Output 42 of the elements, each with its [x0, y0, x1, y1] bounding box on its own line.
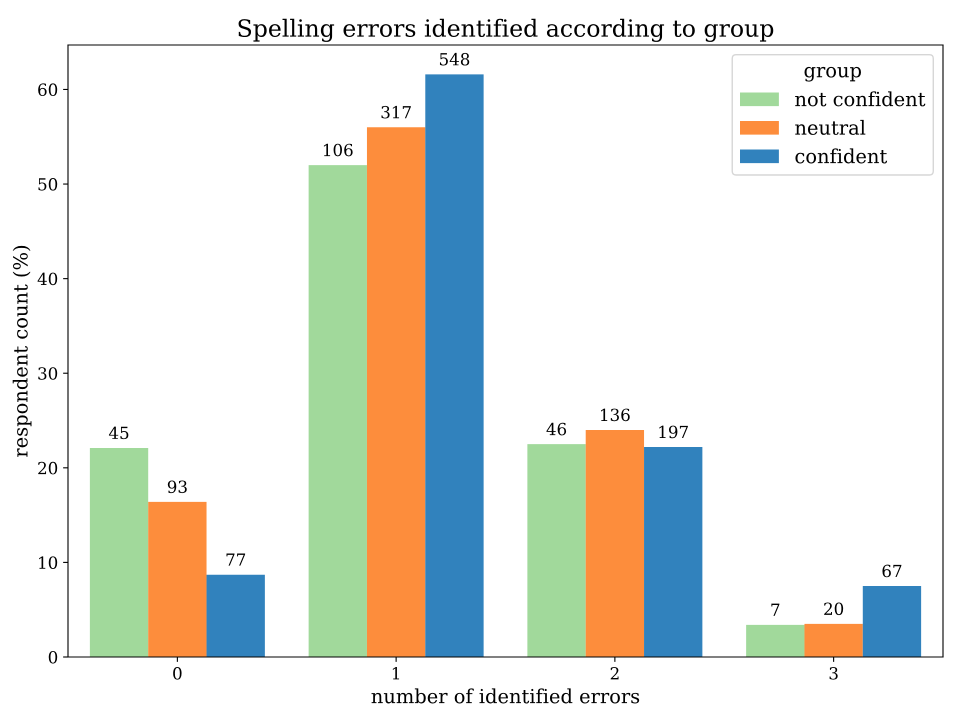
legend-label: not confident: [795, 91, 926, 106]
bar: [90, 448, 148, 657]
annotation: 7: [771, 604, 780, 616]
legend-label: confident: [795, 148, 888, 164]
y-tick-label: 10: [39, 556, 58, 569]
annotation: 46: [546, 422, 566, 436]
annotation: 20: [824, 602, 844, 616]
bar: [206, 574, 265, 657]
x-tick-label: 0: [173, 667, 182, 680]
annotation: 77: [226, 554, 246, 566]
annotation: 197: [659, 426, 688, 438]
bar: [425, 74, 484, 657]
chart-title: Spelling errors identified according to group: [238, 18, 774, 42]
annotation: 548: [440, 52, 470, 66]
y-tick-label: 60: [38, 83, 58, 96]
bar: [308, 165, 367, 657]
y-tick-label: 0: [48, 650, 58, 664]
annotation: 93: [168, 480, 187, 494]
y-tick-label: 20: [38, 462, 58, 474]
annotation: 106: [324, 144, 353, 156]
x-tick-label: 2: [610, 667, 619, 680]
y-tick-label: 30: [38, 367, 58, 380]
bar: [366, 127, 426, 657]
bar: [804, 624, 863, 657]
annotation: 45: [108, 426, 128, 440]
annotation: 136: [601, 408, 630, 422]
y-axis-title: respondent count (%): [12, 246, 32, 457]
bar: [644, 447, 702, 657]
bar: [586, 430, 644, 657]
x-tick-label: 1: [392, 667, 400, 680]
y-tick-label: 50: [38, 178, 58, 191]
bar: [148, 502, 207, 657]
x-axis-title: number of identified errors: [372, 688, 640, 704]
annotation: 317: [381, 106, 411, 119]
legend-label: neutral: [795, 120, 866, 135]
x-tick-label: 3: [830, 667, 838, 680]
bar: [527, 444, 586, 657]
y-tick-label: 40: [38, 272, 58, 286]
legend-title: group: [804, 66, 861, 82]
bar: [746, 624, 804, 657]
bar: [862, 586, 922, 657]
annotation: 67: [882, 564, 902, 578]
